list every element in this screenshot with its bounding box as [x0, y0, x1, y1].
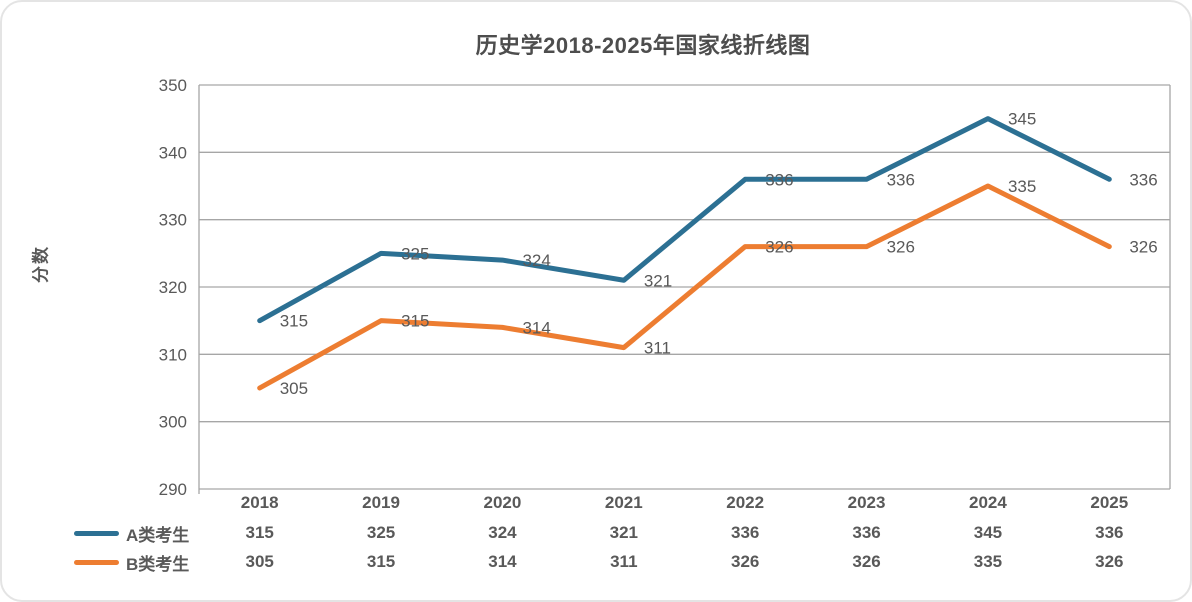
x-axis-year-label: 2021 [604, 493, 643, 512]
x-axis-year-label: 2024 [969, 493, 1007, 512]
table-value-a: 336 [731, 523, 760, 542]
data-label: 336 [1129, 170, 1157, 189]
legend-item-b: B类考生 [74, 551, 190, 574]
x-axis-year-label: 2018 [240, 493, 279, 512]
table-value-a: 321 [609, 523, 638, 542]
series-line-b [257, 183, 1112, 391]
table-value-a: 315 [245, 523, 274, 542]
table-value-b: 335 [973, 552, 1003, 571]
legend-label-a: A类考生 [126, 525, 190, 545]
data-label: 336 [887, 170, 915, 189]
y-tick-label: 290 [159, 480, 187, 499]
series-a-line-swatch-icon [74, 530, 119, 536]
data-label: 326 [887, 238, 915, 257]
y-tick-label: 330 [159, 211, 187, 230]
data-label: 326 [765, 238, 793, 257]
data-label: 335 [1008, 177, 1036, 196]
table-value-a: 325 [366, 523, 396, 542]
y-tick-label: 310 [159, 345, 187, 364]
data-label: 325 [401, 244, 429, 263]
chart-title: 历史学2018-2025年国家线折线图 [475, 33, 811, 58]
data-label: 311 [644, 339, 671, 358]
table-value-b: 326 [731, 552, 760, 571]
x-axis-year-label: 2022 [726, 493, 765, 512]
x-axis-year-label: 2025 [1090, 493, 1129, 512]
table-value-a: 336 [852, 523, 881, 542]
y-tick-label: 320 [159, 278, 187, 297]
table-value-b: 314 [488, 552, 517, 571]
series-b-line-swatch-icon [74, 559, 119, 565]
table-value-b: 315 [366, 552, 396, 571]
data-label: 326 [1129, 238, 1157, 257]
data-label: 324 [522, 251, 550, 270]
x-axis-year-label: 2019 [362, 493, 400, 512]
legend-item-a: A类考生 [74, 522, 190, 545]
data-label: 314 [522, 318, 550, 337]
table-value-b: 311 [610, 552, 638, 571]
data-label: 336 [765, 170, 793, 189]
data-label: 345 [1008, 110, 1036, 129]
data-label: 305 [280, 379, 308, 398]
data-label: 315 [401, 312, 429, 331]
x-axis-year-label: 2020 [483, 493, 522, 512]
y-tick-label: 340 [159, 143, 187, 162]
data-label: 315 [280, 312, 308, 331]
table-value-b: 326 [1095, 552, 1124, 571]
x-axis-year-label: 2023 [847, 493, 886, 512]
table-value-b: 326 [852, 552, 881, 571]
y-tick-label: 300 [159, 413, 187, 432]
table-value-b: 305 [245, 552, 274, 571]
table-value-a: 345 [973, 523, 1003, 542]
table-value-a: 324 [488, 523, 517, 542]
table-value-a: 336 [1095, 523, 1124, 542]
data-label: 321 [644, 271, 672, 290]
y-tick-label: 350 [159, 76, 187, 95]
legend-label-b: B类考生 [126, 554, 190, 574]
series-line-a [257, 116, 1112, 324]
